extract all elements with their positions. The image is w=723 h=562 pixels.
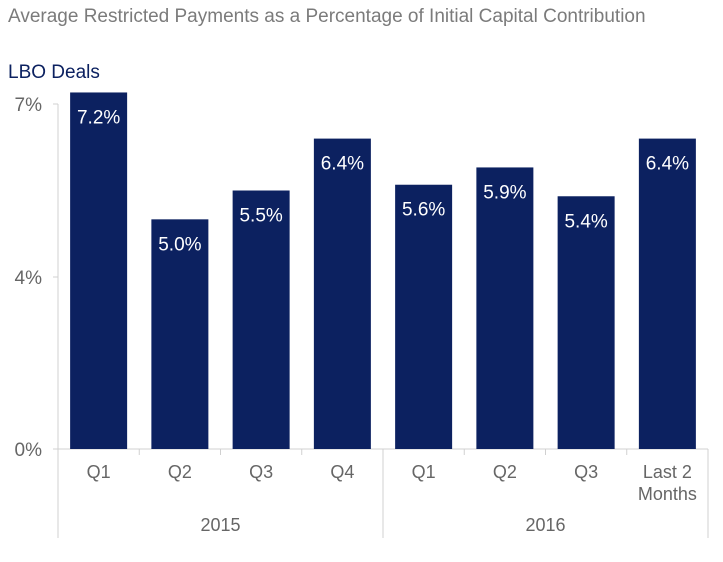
x-tick-label: Q2	[168, 462, 192, 482]
data-label: 5.6%	[402, 200, 445, 221]
bar	[476, 167, 534, 449]
chart-subtitle: LBO Deals	[8, 62, 100, 83]
bar	[313, 138, 371, 449]
data-label: 5.0%	[158, 234, 201, 255]
bar-series	[70, 92, 696, 449]
y-tick-label: 0%	[15, 440, 43, 461]
x-tick-label: Q1	[412, 462, 436, 482]
bar	[557, 196, 615, 449]
x-group-label: 2015	[200, 515, 240, 535]
y-tick-label: 7%	[15, 95, 43, 116]
x-tick-label: Last 2 Months	[638, 462, 697, 504]
bar	[232, 190, 290, 449]
bar	[638, 138, 696, 449]
data-label: 5.5%	[239, 206, 282, 227]
x-tick-label: Q2	[493, 462, 517, 482]
x-tick-label: Q3	[574, 462, 598, 482]
data-labels: 7.2% 5.0% 5.5% 6.4% 5.6% 5.9% 5.4% 6.4%	[77, 107, 689, 255]
data-label: 5.9%	[483, 182, 526, 203]
x-tick-label: Q3	[249, 462, 273, 482]
x-tick-label: Q4	[330, 462, 354, 482]
data-label: 6.4%	[646, 154, 689, 175]
x-tick-label: Q1	[87, 462, 111, 482]
x-group-label: 2016	[525, 515, 565, 535]
data-label: 6.4%	[321, 154, 364, 175]
bar	[395, 184, 453, 449]
chart-title: Average Restricted Payments as a Percent…	[8, 6, 646, 27]
y-tick-label: 4%	[15, 268, 43, 289]
bar	[151, 219, 209, 449]
data-label: 5.4%	[564, 211, 607, 232]
data-label: 7.2%	[77, 107, 120, 128]
x-axis: Q1 Q2 Q3 Q4 Q1 Q2 Q3 Last 2 Months 2015 2016	[57, 449, 709, 538]
bar	[70, 92, 128, 449]
